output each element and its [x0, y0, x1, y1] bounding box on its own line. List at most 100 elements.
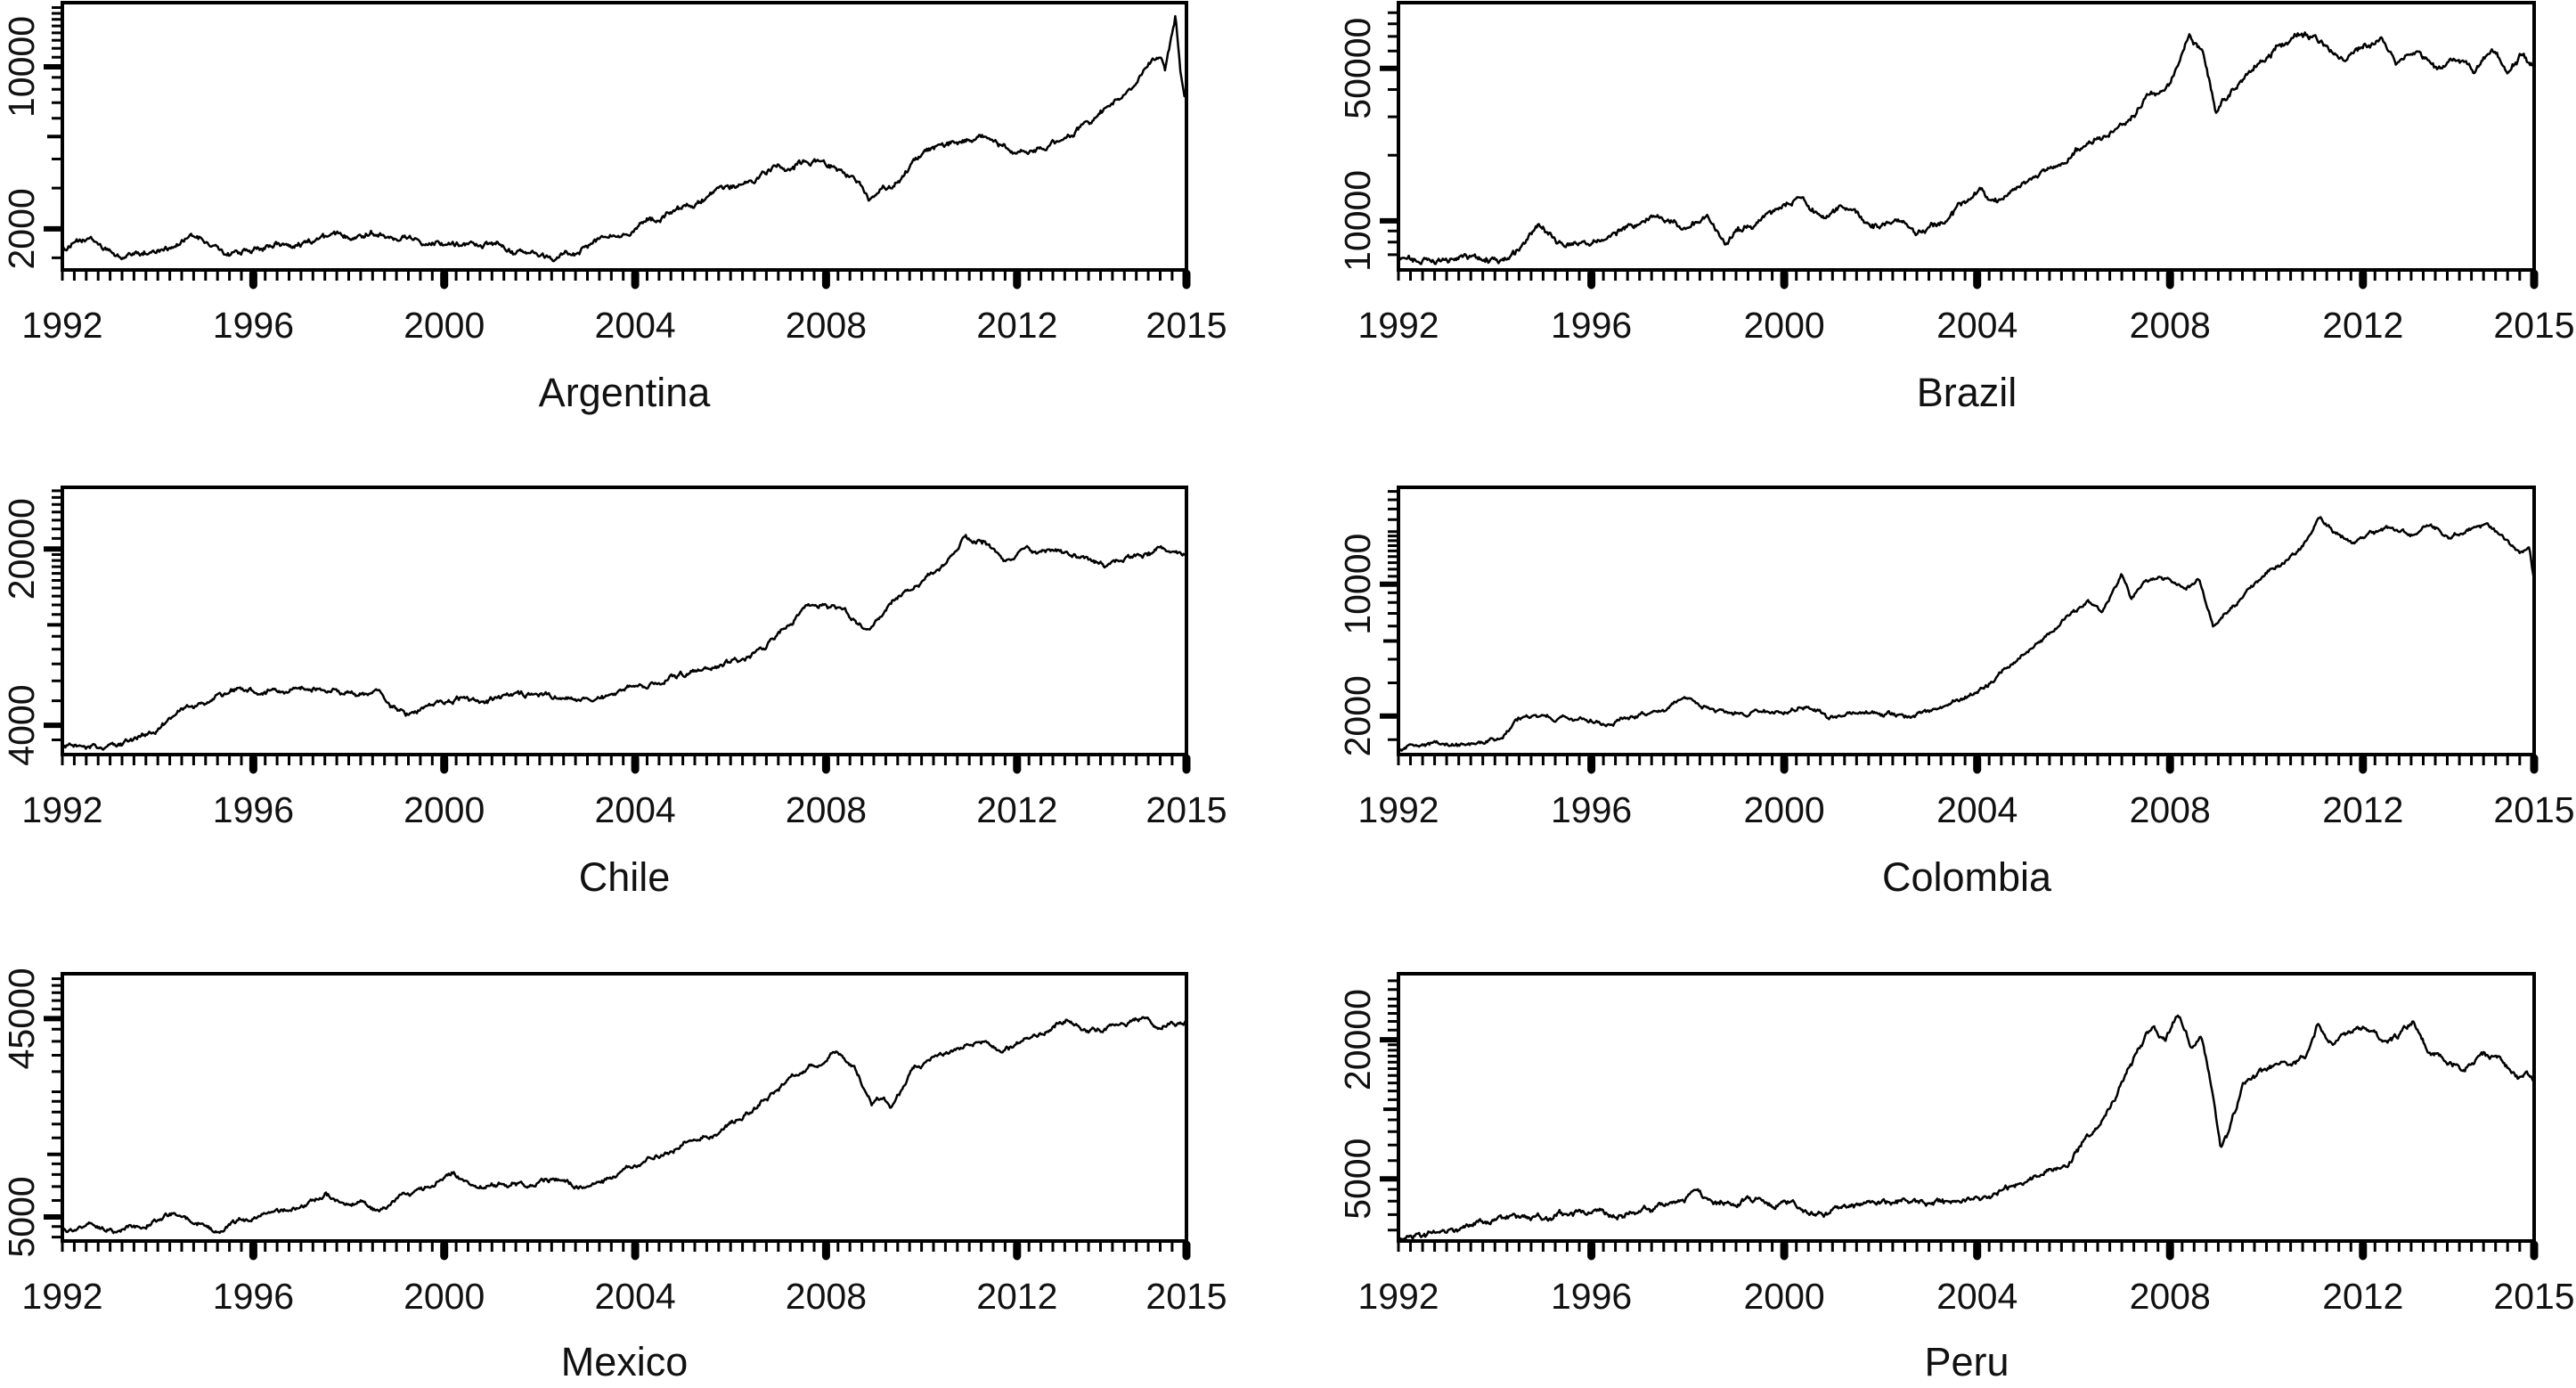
panel-title-peru: Peru: [1924, 1339, 2009, 1384]
x-tick-label: 2004: [1936, 305, 2018, 346]
x-tick-label: 2008: [2130, 305, 2211, 346]
x-axis-major-ticks: [1587, 1240, 2539, 1261]
y-tick-label: 2000: [1, 188, 42, 269]
y-axis-labeled-ticks: [44, 546, 62, 729]
x-tick-label: 2004: [1936, 789, 2018, 830]
x-tick-label: 1996: [213, 305, 294, 346]
y-tick-label: 10000: [1337, 170, 1378, 272]
x-axis-major-ticks: [249, 754, 1191, 774]
x-axis-major-ticks: [249, 269, 1191, 290]
y-tick-label: 20000: [1, 498, 42, 600]
y-axis-labeled-ticks: [1380, 65, 1398, 224]
panel-title-argentina: Argentina: [538, 370, 711, 415]
x-axis-labels: 1992 1996 2000 2004 2008 2012 2015: [1357, 1276, 2574, 1317]
panel-argentina: 1992 1996 2000 2004 2008 2012 2015 2000 10000: [1, 1, 1227, 346]
y-tick-label: 5000: [1, 1176, 42, 1257]
x-tick-label: 2000: [404, 305, 485, 346]
y-tick-label: 4000: [1, 684, 42, 765]
x-tick-label: 2004: [594, 305, 675, 346]
x-tick-label: 1992: [21, 789, 102, 830]
x-axis-major-ticks: [1587, 754, 2539, 774]
x-tick-label: 2012: [2322, 789, 2403, 830]
x-tick-label: 1996: [1551, 1276, 1632, 1317]
panel-title-brazil: Brazil: [1916, 370, 2018, 415]
x-tick-label: 2012: [2322, 305, 2403, 346]
panel-mexico: 1992 1996 2000 2004 2008 2012 2015 5000 45000: [1, 968, 1227, 1317]
panel-colombia: 1992 1996 2000 2004 2008 2012 2015 2000 10000: [1337, 486, 2575, 830]
y-tick-label: 10000: [1337, 534, 1378, 635]
x-axis-labels: 1992 1996 2000 2004 2008 2012 2015: [21, 305, 1227, 346]
y-axis-minor-ticks: [1388, 490, 1398, 741]
x-tick-label: 2008: [2130, 789, 2211, 830]
x-axis-labels: 1992 1996 2000 2004 2008 2012 2015: [1357, 789, 2574, 830]
y-axis-minor-ticks: [1388, 979, 1398, 1232]
y-axis-minor-ticks: [52, 489, 62, 741]
y-axis-labels: 2000 10000: [1337, 534, 1378, 757]
x-tick-label: 1996: [1551, 305, 1632, 346]
x-tick-label: 1996: [213, 1276, 294, 1317]
x-tick-label: 1992: [1357, 305, 1439, 346]
x-axis-minor-ticks: [61, 270, 1186, 281]
x-axis-major-ticks: [1587, 269, 2539, 290]
x-tick-label: 1996: [213, 789, 294, 830]
x-tick-label: 2000: [404, 1276, 485, 1317]
x-tick-label: 2012: [976, 789, 1057, 830]
y-axis-labels: 5000 20000: [1337, 989, 1378, 1220]
series-line-colombia: [1397, 516, 2536, 752]
x-tick-label: 1992: [21, 1276, 102, 1317]
x-tick-label: 2000: [1743, 305, 1824, 346]
x-tick-label: 2015: [2493, 305, 2574, 346]
x-tick-label: 2004: [1936, 1276, 2018, 1317]
y-axis-labels: 2000 10000: [1, 16, 42, 270]
x-tick-label: 2012: [976, 305, 1057, 346]
y-tick-label: 10000: [1, 16, 42, 118]
series-line-brazil: [1397, 31, 2536, 265]
x-tick-label: 2015: [1145, 789, 1227, 830]
plot-frame: [1397, 1, 2536, 272]
x-tick-label: 2008: [786, 305, 867, 346]
plot-frame: [1397, 486, 2536, 756]
series-line-peru: [1397, 1014, 2536, 1241]
y-axis-labels: 4000 20000: [1, 498, 42, 766]
x-tick-label: 2004: [594, 1276, 675, 1317]
x-tick-label: 2015: [1145, 1276, 1227, 1317]
x-tick-label: 2008: [786, 1276, 867, 1317]
x-axis-minor-ticks: [1397, 1241, 2533, 1252]
x-axis-minor-ticks: [61, 755, 1186, 765]
x-tick-label: 2012: [2322, 1276, 2403, 1317]
x-tick-label: 2000: [404, 789, 485, 830]
x-axis-major-ticks: [249, 1240, 1191, 1261]
series-line-argentina: [61, 14, 1188, 263]
x-axis-minor-ticks: [61, 1241, 1186, 1252]
y-axis-labels: 10000 50000: [1337, 18, 1378, 272]
x-tick-label: 2015: [2493, 789, 2574, 830]
x-axis-labels: 1992 1996 2000 2004 2008 2012 2015: [21, 1276, 1227, 1317]
panel-peru: 1992 1996 2000 2004 2008 2012 2015 5000 20000: [1337, 972, 2575, 1317]
y-axis-labeled-ticks: [1380, 1037, 1398, 1182]
y-tick-label: 5000: [1337, 1139, 1378, 1220]
y-axis-minor-ticks: [52, 977, 62, 1239]
series-line-chile: [61, 534, 1188, 751]
x-tick-label: 2008: [786, 789, 867, 830]
x-axis-minor-ticks: [1397, 270, 2533, 281]
x-axis-labels: 1992 1996 2000 2004 2008 2012 2015: [21, 789, 1227, 830]
y-tick-label: 20000: [1337, 989, 1378, 1090]
x-tick-label: 1992: [21, 305, 102, 346]
y-axis-labels: 5000 45000: [1, 968, 42, 1257]
y-tick-label: 45000: [1, 968, 42, 1069]
y-axis-labeled-ticks: [1380, 581, 1398, 719]
x-tick-label: 2000: [1743, 1276, 1824, 1317]
x-tick-label: 2012: [976, 1276, 1057, 1317]
x-tick-label: 2015: [2493, 1276, 2574, 1317]
panel-title-chile: Chile: [578, 854, 671, 900]
panel-title-colombia: Colombia: [1881, 854, 2052, 900]
y-tick-label: 2000: [1337, 675, 1378, 756]
y-axis-labeled-ticks: [44, 64, 62, 232]
x-tick-label: 2008: [2130, 1276, 2211, 1317]
y-axis-minor-ticks: [1388, 11, 1398, 257]
panel-brazil: 1992 1996 2000 2004 2008 2012 2015 10000 50000: [1337, 1, 2575, 346]
series-line-mexico: [61, 1016, 1188, 1235]
x-axis-minor-ticks: [1397, 755, 2533, 765]
